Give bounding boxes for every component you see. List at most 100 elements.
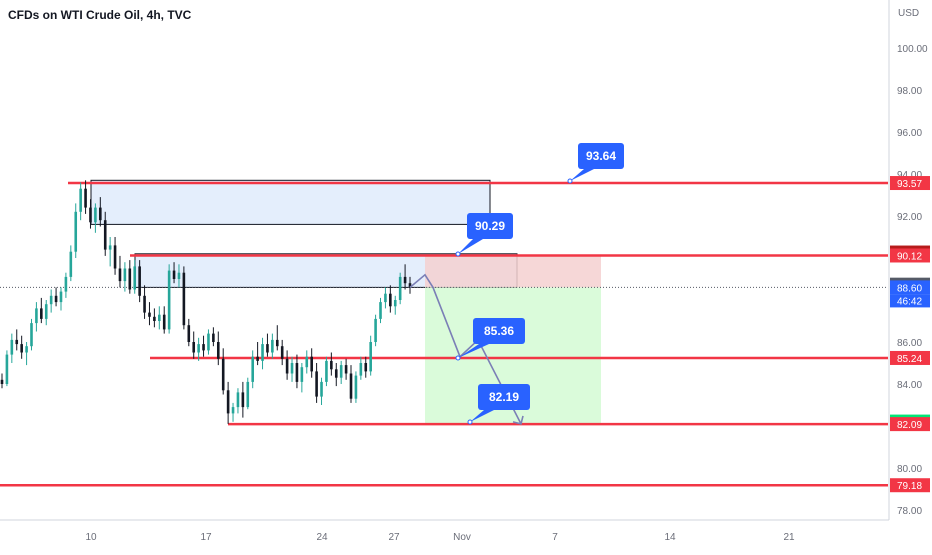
candle — [177, 272, 181, 279]
position-risk-area — [425, 255, 601, 288]
candle — [118, 268, 122, 282]
callout-box — [467, 213, 513, 239]
candle — [35, 308, 38, 324]
candle — [226, 390, 230, 414]
callout-anchor — [567, 178, 573, 184]
candle — [374, 318, 377, 342]
candle — [40, 308, 43, 319]
candle — [384, 293, 387, 303]
candle — [74, 211, 78, 252]
currency-label: USD — [898, 8, 920, 19]
callout-box — [473, 318, 525, 344]
candle — [359, 363, 363, 376]
candle — [275, 339, 279, 347]
candle — [398, 276, 402, 300]
candle — [44, 304, 48, 319]
candle — [231, 407, 235, 414]
candle — [94, 207, 97, 223]
candle — [182, 272, 186, 326]
candle — [69, 251, 73, 277]
candle — [148, 312, 151, 317]
candle — [330, 360, 333, 370]
candle — [320, 381, 323, 397]
y-tick-label: 80.00 — [897, 464, 922, 475]
candle — [334, 369, 338, 378]
candle — [266, 344, 269, 353]
price-label-text: 93.57 — [897, 179, 922, 190]
candle — [0, 379, 4, 384]
y-tick-label: 100.00 — [897, 44, 928, 55]
candle — [236, 392, 240, 408]
candle — [99, 207, 102, 221]
x-tick-label: 10 — [85, 532, 97, 543]
candle — [408, 283, 412, 288]
candle — [79, 188, 82, 212]
price-label-text: 85.24 — [897, 354, 922, 365]
candle — [84, 188, 87, 208]
candle — [103, 220, 107, 250]
candle — [138, 266, 141, 296]
chart-title: CFDs on WTI Crude Oil, 4h, TVC — [8, 8, 192, 22]
price-label — [890, 478, 930, 493]
candle — [15, 339, 19, 345]
countdown-label — [890, 294, 930, 308]
candle — [187, 325, 191, 342]
candle — [300, 367, 304, 382]
candle — [271, 339, 274, 353]
y-tick-label: 98.00 — [897, 86, 922, 97]
y-tick-label: 92.00 — [897, 212, 922, 223]
candle — [285, 358, 289, 374]
candle — [128, 268, 132, 290]
candle — [197, 344, 200, 353]
x-tick-label: 27 — [388, 532, 400, 543]
countdown-text: 46:42 — [897, 296, 922, 307]
candle — [30, 323, 33, 347]
callout-anchor — [467, 419, 473, 425]
x-tick-label: Nov — [453, 532, 471, 543]
candle — [158, 314, 161, 321]
candle — [49, 295, 53, 305]
candle — [133, 266, 137, 290]
candle — [113, 245, 117, 269]
price-label — [890, 280, 930, 295]
candle — [403, 276, 407, 284]
y-tick-label: 86.00 — [897, 338, 922, 349]
candle — [221, 358, 225, 391]
callout-value: 82.19 — [489, 390, 519, 404]
callout-value: 85.36 — [484, 324, 514, 338]
price-label-text: 88.60 — [897, 283, 922, 294]
callout-anchor — [455, 251, 461, 257]
candle — [251, 356, 254, 382]
callout-box — [578, 143, 624, 169]
candle — [212, 333, 215, 342]
candle — [54, 295, 58, 303]
price-label — [890, 176, 930, 191]
callout-value: 90.29 — [475, 219, 505, 233]
candle — [207, 333, 210, 351]
callout-value: 93.64 — [586, 149, 616, 163]
candle — [216, 342, 220, 359]
candle — [64, 276, 68, 292]
resistance-zone — [90, 179, 491, 225]
price-label — [890, 350, 930, 365]
candle — [349, 373, 353, 399]
y-tick-label: 94.00 — [897, 170, 922, 181]
candle — [325, 360, 328, 382]
candle — [364, 363, 368, 372]
price-label — [890, 417, 930, 432]
callout-pointer — [458, 344, 489, 358]
projected-path — [409, 273, 522, 425]
y-tick-label: 84.00 — [897, 380, 922, 391]
candle — [89, 207, 92, 223]
x-tick-label: 21 — [783, 532, 795, 543]
candle — [261, 344, 264, 361]
price-label-text: 79.18 — [897, 481, 922, 492]
candle — [172, 270, 176, 279]
candle — [5, 354, 9, 384]
candle — [20, 344, 23, 353]
candle — [246, 381, 250, 408]
candle — [290, 363, 294, 374]
candle — [393, 300, 397, 307]
